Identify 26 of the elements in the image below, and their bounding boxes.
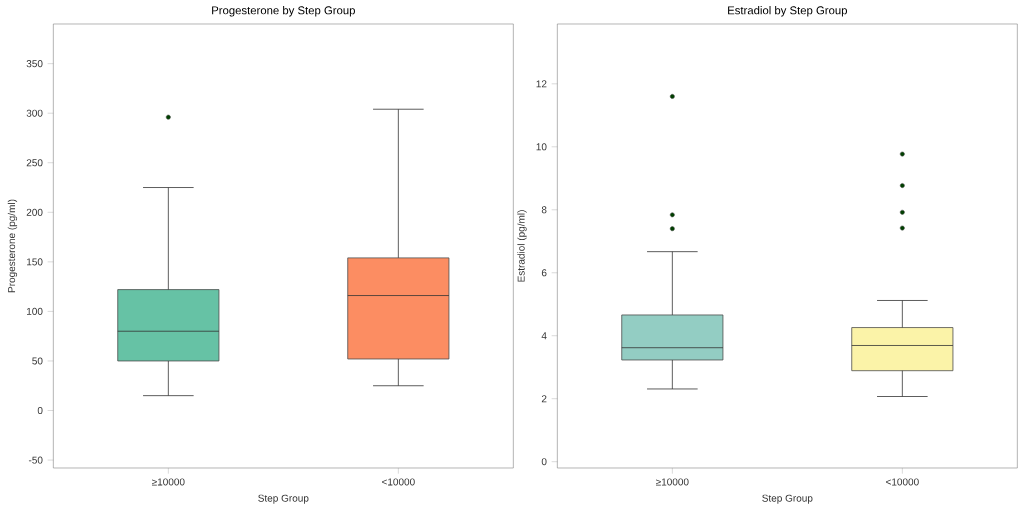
y-tick-label: 2 (541, 395, 547, 403)
y-tick-label: 250 (26, 159, 43, 167)
y-tick-label: 4 (541, 332, 547, 340)
y-tick-label: 100 (27, 307, 43, 315)
y-tick-label: 0 (541, 458, 547, 466)
y-axis-title: Estradiol (pg/ml) (517, 210, 527, 282)
y-tick-label: -50 (28, 456, 43, 464)
y-tick-label: 0 (37, 406, 43, 414)
x-axis-title: Step Group (258, 494, 309, 504)
x-tick-label: ≥10000 (656, 478, 689, 486)
y-tick-label: 6 (541, 269, 547, 277)
x-axis-title: Step Group (762, 494, 813, 504)
x-tick-label: <10000 (886, 478, 919, 486)
y-tick-label: 200 (26, 208, 43, 216)
x-tick-label: ≥10000 (152, 478, 185, 486)
y-axis-title: Progesterone (pg/ml) (7, 199, 18, 292)
y-tick-label: 12 (536, 80, 547, 88)
y-tick-label: 150 (27, 258, 43, 266)
y-tick-label: 10 (536, 143, 547, 151)
y-tick-label: 300 (26, 109, 43, 117)
x-tick-label: <10000 (382, 478, 415, 486)
y-tick-label: 50 (32, 357, 43, 365)
y-tick-label: 8 (541, 206, 547, 214)
y-tick-label: 350 (26, 59, 43, 68)
chart-title: Estradiol by Step Group (728, 5, 848, 17)
chart-title: Progesterone by Step Group (212, 5, 355, 17)
